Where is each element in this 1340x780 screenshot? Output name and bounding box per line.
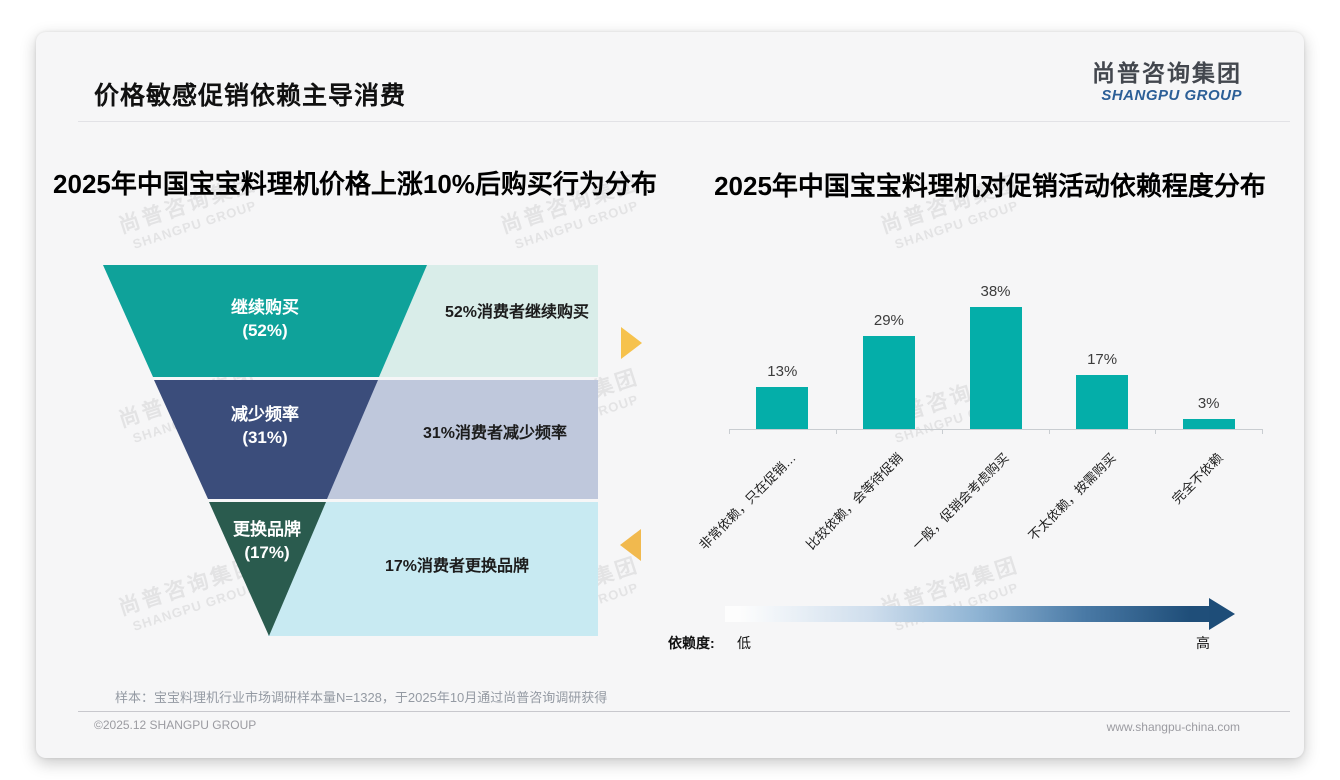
funnel-segment-2-label: 减少频率 (31%) — [231, 405, 299, 447]
x-axis-line — [729, 429, 1262, 430]
bar-value-label: 38% — [980, 283, 1011, 300]
copyright-text: ©2025.12 SHANGPU GROUP — [94, 718, 257, 732]
x-axis-tick — [1262, 429, 1263, 434]
logo-english-text: SHANGPU GROUP — [1101, 87, 1242, 104]
bar-value-label: 13% — [767, 363, 798, 380]
funnel-annotation-2: 31%消费者减少频率 — [422, 425, 568, 442]
x-axis-tick — [1048, 429, 1050, 434]
bar-chart-title: 2025年中国宝宝料理机对促销活动依赖程度分布 — [714, 171, 1266, 201]
dependency-arrow-head-icon — [1209, 598, 1235, 630]
x-axis-tick — [1155, 429, 1157, 434]
funnel-annotation-1: 52%消费者继续购买 — [444, 304, 590, 321]
bar — [969, 307, 1022, 429]
funnel-chart-title: 2025年中国宝宝料理机价格上涨10%后购买行为分布 — [53, 169, 657, 199]
x-axis-tick — [729, 429, 730, 434]
dependency-high-label: 高 — [1196, 635, 1210, 651]
bar — [1182, 419, 1235, 429]
bar-value-label: 29% — [873, 312, 904, 329]
funnel-annotation-panel-3 — [268, 502, 598, 636]
bar-value-label: 3% — [1197, 395, 1220, 412]
website-text: www.shangpu-china.com — [1106, 720, 1240, 734]
pointer-right-icon — [621, 327, 642, 359]
funnel-annotation-3: 17%消费者更换品牌 — [384, 558, 530, 575]
bar — [756, 387, 809, 429]
dependency-axis-label: 依赖度: — [668, 635, 715, 651]
sample-note: 样本：宝宝料理机行业市场调研样本量N=1328，于2025年10月通过尚普咨询调… — [115, 690, 608, 705]
x-axis-tick — [942, 429, 944, 434]
funnel-segment-1-label: 继续购买 (52%) — [231, 298, 299, 340]
pointer-left-icon — [620, 529, 641, 561]
dependency-gradient-arrow — [725, 606, 1209, 622]
x-axis-tick — [835, 429, 837, 434]
bar-value-label: 17% — [1087, 351, 1118, 368]
logo-chinese-text: 尚普咨询集团 — [1092, 60, 1242, 86]
funnel-segment-1 — [103, 265, 427, 377]
footer-separator — [78, 711, 1290, 712]
page-title: 价格敏感促销依赖主导消费 — [94, 82, 407, 110]
company-logo: 尚普咨询集团 SHANGPU GROUP — [1082, 60, 1242, 106]
funnel-segment-3-label: 更换品牌 (17%) — [233, 520, 301, 562]
dependency-low-label: 低 — [737, 635, 751, 651]
title-separator — [78, 121, 1290, 122]
bar — [862, 336, 915, 429]
bar — [1076, 375, 1129, 429]
